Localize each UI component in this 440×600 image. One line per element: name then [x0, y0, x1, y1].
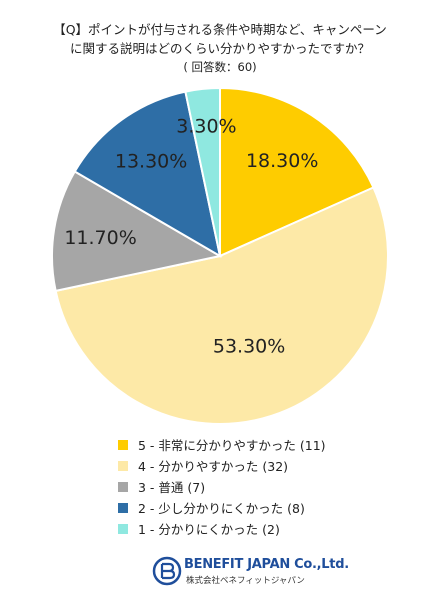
legend-label: 3 - 普通 (7) — [138, 480, 206, 495]
logo-name: BENEFIT JAPAN Co.,Ltd. — [184, 557, 349, 572]
legend-item-2: 4 - 分かりやすかった (32) — [118, 455, 326, 476]
legend-item-4: 2 - 少し分かりにくかった (8) — [118, 497, 326, 518]
legend-label: 4 - 分かりやすかった (32) — [138, 459, 289, 474]
company-logo: BENEFIT JAPAN Co.,Ltd. 株式会社ベネフィットジャパン — [152, 556, 349, 588]
logo-mark-icon — [152, 556, 182, 586]
title-line-1: 【Q】ポイントが付与される条件や時期など、キャンペーン — [53, 22, 387, 37]
slice-label-4: 13.30% — [115, 151, 187, 173]
legend-label: 2 - 少し分かりにくかった (8) — [138, 501, 305, 516]
legend-label: 5 - 非常に分かりやすかった (11) — [138, 438, 326, 453]
slice-label-2: 53.30% — [213, 335, 285, 357]
legend-swatch — [118, 523, 128, 534]
slice-label-5: 3.30% — [176, 116, 236, 138]
legend-item-1: 5 - 非常に分かりやすかった (11) — [118, 434, 326, 455]
legend-label: 1 - 分かりにくかった (2) — [138, 522, 280, 537]
legend-item-5: 1 - 分かりにくかった (2) — [118, 518, 326, 539]
legend-swatch — [118, 481, 128, 492]
legend-swatch — [118, 439, 128, 450]
slice-label-3: 11.70% — [64, 227, 136, 249]
pie-slice-5 — [184, 86, 221, 257]
legend-item-3: 3 - 普通 (7) — [118, 476, 326, 497]
slice-label-1: 18.30% — [246, 150, 318, 172]
chart-title: 【Q】ポイントが付与される条件や時期など、キャンペーン に関する説明はどのくらい… — [0, 20, 440, 77]
legend: 5 - 非常に分かりやすかった (11) 4 - 分かりやすかった (32) 3 -… — [118, 434, 326, 539]
title-line-2: に関する説明はどのくらい分かりやすかったですか？ — [69, 41, 370, 56]
response-count: ( 回答数：60) — [183, 60, 257, 74]
pie-chart: 18.30% 53.30% 11.70% 13.30% 3.30% — [51, 86, 389, 425]
pie-slice-4 — [73, 90, 222, 258]
pie-slice-3 — [51, 170, 223, 293]
legend-swatch — [118, 502, 128, 513]
pie-slice-2 — [54, 186, 389, 425]
logo-subtitle: 株式会社ベネフィットジャパン — [186, 576, 305, 586]
legend-swatch — [118, 460, 128, 471]
pie-slice-1 — [219, 86, 375, 258]
